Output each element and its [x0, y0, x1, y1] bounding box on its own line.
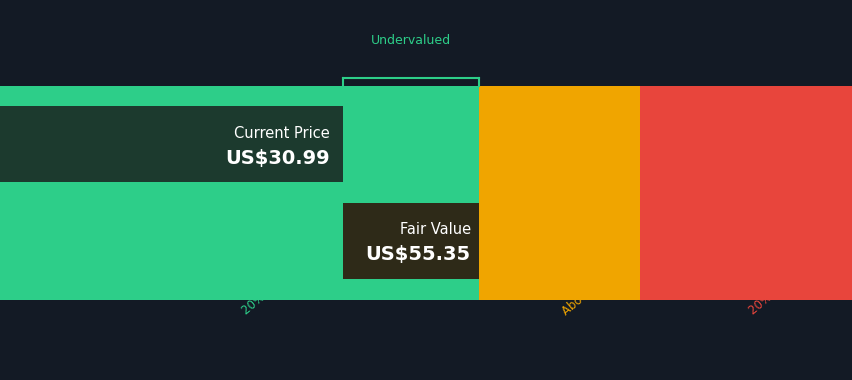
Bar	[639, 86, 852, 106]
Bar	[479, 203, 639, 279]
Bar	[0, 86, 479, 106]
Bar	[639, 203, 852, 279]
Bar	[343, 203, 479, 279]
Bar	[479, 279, 639, 300]
Bar	[479, 106, 639, 182]
Bar	[0, 203, 479, 279]
Bar	[639, 182, 852, 203]
Bar	[639, 279, 852, 300]
Text: 44.0%: 44.0%	[375, 0, 446, 2]
Bar	[0, 279, 479, 300]
Bar	[343, 106, 479, 182]
Text: US$55.35: US$55.35	[366, 245, 470, 264]
Bar	[0, 106, 343, 182]
Bar	[0, 182, 479, 203]
Bar	[639, 279, 852, 300]
Bar	[639, 106, 852, 182]
Bar	[479, 279, 639, 300]
Text: Undervalued: Undervalued	[371, 35, 451, 48]
Text: Current Price: Current Price	[234, 125, 330, 141]
Text: 20% Undervalued: 20% Undervalued	[239, 240, 328, 318]
Bar	[479, 182, 639, 203]
Bar	[479, 86, 639, 106]
Text: Fair Value: Fair Value	[400, 222, 470, 238]
Text: About Right: About Right	[559, 263, 621, 318]
Text: 20% Overvalued: 20% Overvalued	[746, 245, 829, 318]
Bar	[0, 106, 343, 182]
Bar	[0, 279, 479, 300]
Text: US$30.99: US$30.99	[225, 149, 330, 168]
